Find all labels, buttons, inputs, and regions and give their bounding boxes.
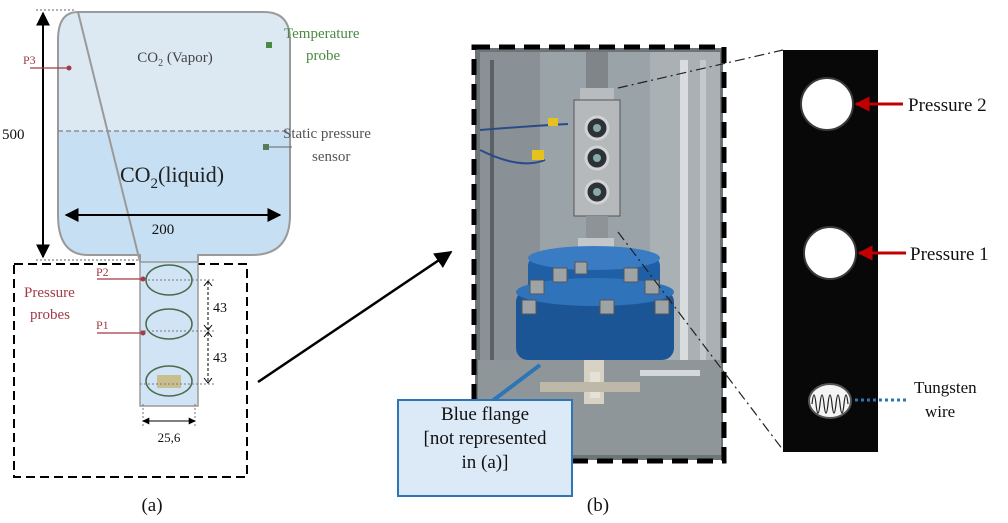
callout-line-1: Blue flange [440,404,530,425]
blue-flange-base [516,290,674,360]
panel-link-arrow [257,250,453,384]
static-pressure-sensor-marker [263,144,269,150]
liquid-label: CO2(liquid) [120,162,224,192]
vapor-label: CO2 (Vapor) [137,50,212,69]
vapor-region [58,12,290,131]
section-width-label: 25,6 [158,430,181,445]
tungsten-wire-coil [811,394,849,414]
caption-b: (b) [587,495,609,516]
p2-label: P2 [96,265,109,279]
callout-line-2: [not represented [423,428,547,449]
p1-window [145,308,193,340]
p1-label: P1 [96,318,109,332]
width-dimension-label: 200 [152,222,175,238]
panel-a-schematic: CO2 (Vapor) CO2(liquid) 500 200 P3 Tempe… [2,9,371,516]
upper-spacing-label: 43 [213,301,227,316]
liquid-region [58,131,290,262]
tungsten-wire-element [157,375,181,388]
test-section-dashed-box [13,263,248,478]
zoom-line-bottom [617,231,784,451]
p1-probe-dot [140,330,146,336]
static-pressure-sensor-label: Static pressure sensor [283,126,371,165]
caption-a: (a) [141,495,162,516]
p3-label: P3 [23,53,36,67]
pressure2-label: Pressure 2 [908,95,987,116]
pressure1-window [803,226,857,280]
pressure-probes-label: Pressure probes [24,285,75,323]
blue-flange-callout: Blue flange [not represented in (a)] [397,399,573,497]
pressure2-window [800,77,854,131]
temperature-probe-label: Temperature probe [284,26,360,64]
p2-probe-dot [140,276,146,282]
tungsten-label: Tungsten wire [914,378,977,421]
lower-spacing-label: 43 [213,351,227,366]
height-dimension-label: 500 [2,127,25,143]
temperature-probe-marker [266,42,272,48]
panel-c-visualization: Pressure 2 Pressure 1 Tungsten wire [783,50,989,452]
callout-line-3: in (a)] [461,452,509,473]
tank-outline [57,10,291,263]
zoom-line-top [617,49,784,89]
pressure1-label: Pressure 1 [910,244,989,265]
photo-dashed-frame [471,44,727,464]
